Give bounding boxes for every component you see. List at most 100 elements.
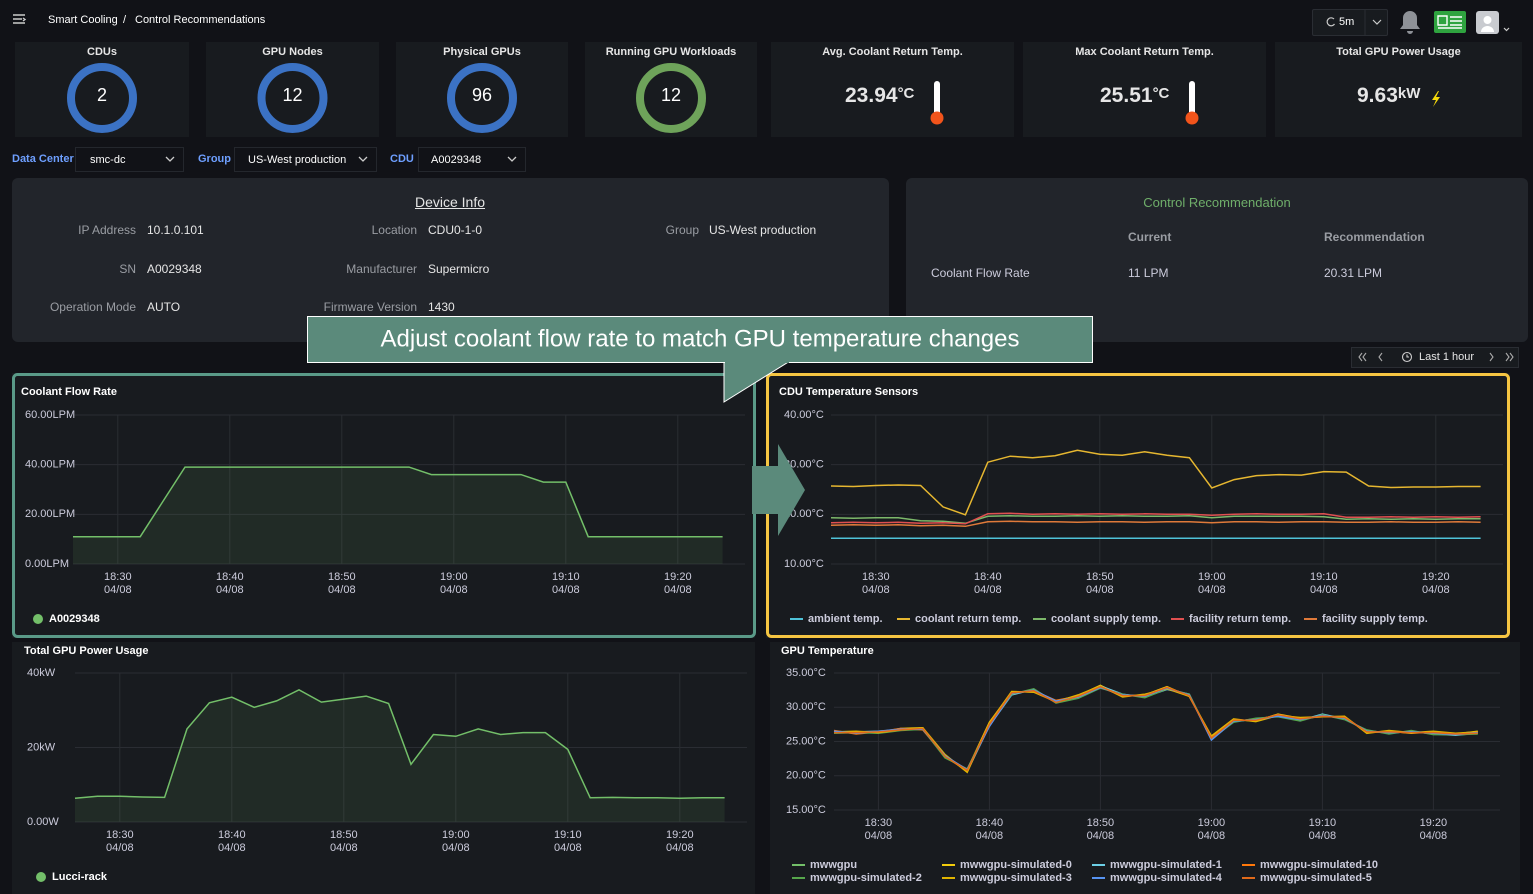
field-label: Operation Mode [49,300,136,314]
chart-title: Coolant Flow Rate [21,386,117,398]
stat-panel [1275,42,1522,137]
stat-value-box: 23.94°C [845,84,914,108]
stat-value: 9.63 [1357,84,1398,107]
y-tick-label: 0.00LPM [25,558,69,570]
filter-select[interactable]: A0029348 [418,147,526,172]
y-tick-label: 30.00°C [786,701,826,713]
field-value: 1430 [428,300,455,314]
field-label: SN [119,262,136,276]
field-value: US-West production [709,223,817,237]
y-tick-label: 40.00°C [784,409,824,421]
series-line [830,449,1481,516]
breadcrumb-item: Smart Cooling [48,14,118,26]
control-title: Control Recommendation [1143,195,1291,210]
x-tick-label: 19:00 [1198,571,1226,583]
field-value: A0029348 [147,262,202,276]
x-tick-label: 19:00 [442,829,470,841]
series-line [830,512,1481,525]
x-tick-label: 19:10 [554,829,582,841]
refresh-picker[interactable]: 5m [1312,9,1388,36]
x-tick-label: 19:10 [1310,571,1338,583]
panel [766,373,1510,638]
legend-dot [36,872,46,882]
y-tick-label: 10.00°C [784,558,824,570]
x-tick-label: 18:50 [328,571,356,583]
x-tick-date: 04/08 [1309,830,1337,842]
y-tick-label: 30.00°C [784,459,824,471]
x-tick-date: 04/08 [1198,830,1226,842]
control-panel [906,178,1528,342]
stat-unit: °C [897,85,915,102]
legend-dot [33,614,43,624]
filter-select[interactable]: US-West production [234,147,377,172]
time-range-label: Last 1 hour [1419,351,1475,363]
x-tick-date: 04/08 [442,842,470,854]
column-header: Current [1128,230,1172,244]
filter-value: US-West production [248,154,347,166]
chart-title: CDU Temperature Sensors [779,386,918,398]
series-line [830,515,1481,525]
breadcrumb-separator: / [123,14,127,26]
field-label: Manufacturer [346,262,417,276]
x-tick-date: 04/08 [1310,584,1338,596]
stat-title: Running GPU Workloads [605,46,737,58]
x-tick-label: 18:50 [1087,817,1115,829]
device-info-title: Device Info [414,194,486,210]
field-value: Supermicro [428,262,490,276]
x-tick-date: 04/08 [216,584,244,596]
series-line [830,520,1481,528]
x-tick-date: 04/08 [330,842,358,854]
stat-title: Physical GPUs [443,46,521,58]
filter-label: Data Center [12,153,74,165]
x-tick-label: 19:00 [440,571,468,583]
x-tick-label: 19:20 [664,571,692,583]
legend-label: facility return temp. [1189,613,1291,625]
x-tick-date: 04/08 [664,584,692,596]
stat-value: 96 [471,85,493,105]
y-tick-label: 25.00°C [786,735,826,747]
stat-title: Max Coolant Return Temp. [1075,46,1214,58]
filter-select[interactable]: smc-dc [75,147,184,172]
y-tick-label: 20.00LPM [25,508,75,520]
x-tick-label: 19:00 [1198,817,1226,829]
stat-value: 2 [96,85,107,105]
x-tick-label: 18:40 [216,571,244,583]
stat-panel [1023,42,1266,137]
y-tick-label: 35.00°C [786,667,826,679]
y-tick-label: 20kW [27,741,56,753]
series-line [834,685,1478,772]
x-tick-label: 18:40 [218,829,246,841]
legend-label: coolant supply temp. [1051,613,1161,625]
x-tick-label: 18:30 [865,817,893,829]
x-tick-date: 04/08 [1422,584,1450,596]
field-value: AUTO [147,300,181,314]
legend-label: A0029348 [49,613,100,625]
current-value: 11 LPM [1128,266,1169,280]
stat-value-box: 25.51°C [1100,84,1169,108]
x-tick-date: 04/08 [552,584,580,596]
x-tick-date: 04/08 [1086,584,1114,596]
stat-title: Avg. Coolant Return Temp. [822,46,963,58]
time-range-picker[interactable]: Last 1 hour [1351,347,1519,368]
stat-panel [771,42,1014,137]
field-label: Group [665,223,699,237]
field-label: IP Address [78,223,136,237]
area-fill [73,467,723,564]
x-tick-label: 18:50 [1086,571,1114,583]
legend-label: mwwgpu [810,859,857,871]
stat-value: 25.51 [1100,84,1153,107]
legend-label: facility supply temp. [1322,613,1428,625]
series-line [73,466,723,538]
legend-label: coolant return temp. [915,613,1021,625]
panel [770,642,1520,894]
device-info-panel [12,178,889,342]
series-line [74,688,725,799]
legend-label: mwwgpu-simulated-0 [960,859,1072,871]
x-tick-label: 19:10 [1309,817,1337,829]
stat-title: Total GPU Power Usage [1336,46,1461,58]
y-tick-label: 20.00°C [786,770,826,782]
filter-label: CDU [390,153,414,165]
x-tick-date: 04/08 [976,830,1004,842]
x-tick-date: 04/08 [1420,830,1448,842]
x-tick-date: 04/08 [666,842,694,854]
